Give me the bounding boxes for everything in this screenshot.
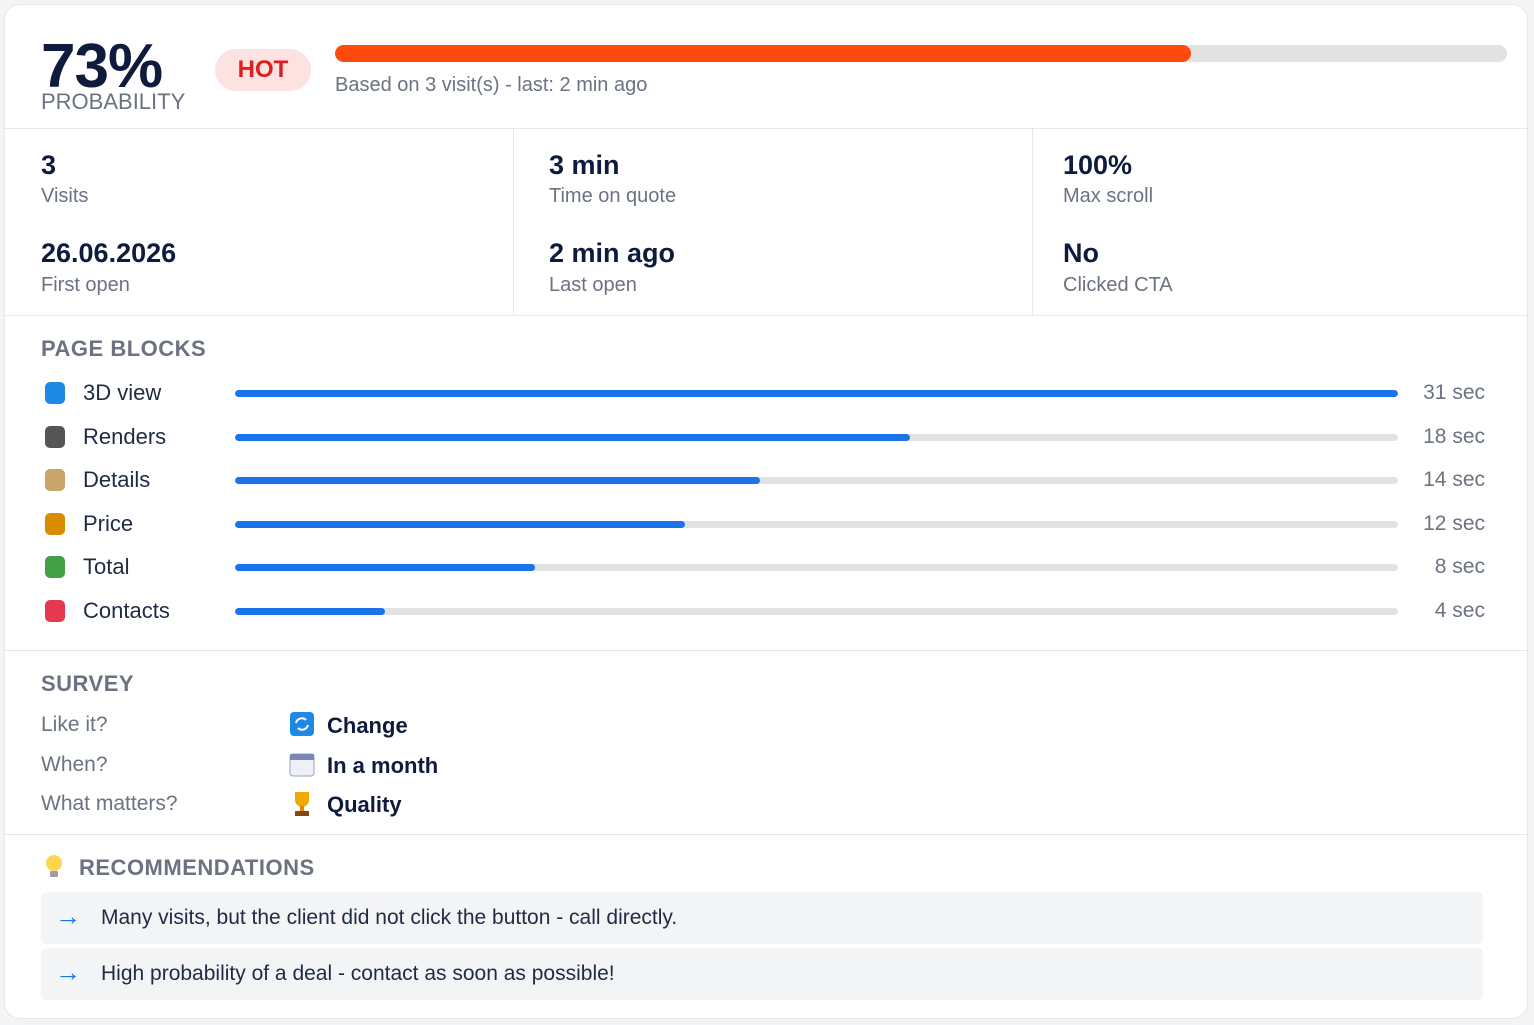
block-time: 4 sec <box>1434 599 1485 622</box>
block-time: 18 sec <box>1423 424 1485 448</box>
block-track <box>235 564 1398 572</box>
block-time: 14 sec <box>1423 468 1485 492</box>
icon <box>289 753 315 777</box>
divider <box>513 129 514 315</box>
block-name: Renders <box>83 423 167 449</box>
arrow: → <box>55 957 81 987</box>
block-name: Total <box>83 554 130 580</box>
stat-label: Time on quote <box>549 185 677 207</box>
block-icon <box>45 600 65 622</box>
stat-value: 2 min ago <box>549 238 676 268</box>
block-time: 8 sec <box>1434 555 1485 579</box>
block-bar <box>235 564 536 572</box>
block-track <box>235 390 1398 397</box>
section-title: SURVEY <box>41 671 135 696</box>
survey-question: When? <box>41 753 108 776</box>
block-icon <box>45 469 65 492</box>
survey-answer: In a month <box>327 753 439 778</box>
recommendation-text: High probability of a deal - contact as … <box>101 962 615 985</box>
stat-label: Last open <box>549 274 637 296</box>
block-icon <box>45 382 65 404</box>
block-bar <box>235 433 911 441</box>
block-bar <box>235 390 1398 397</box>
stat-value: 26.06.2026 <box>41 238 177 268</box>
block-name: Contacts <box>83 598 170 623</box>
stat-value: No <box>1063 238 1099 268</box>
block-track <box>235 608 1398 615</box>
divider <box>5 834 1527 835</box>
block-bar <box>235 608 386 615</box>
block-track <box>235 433 1398 441</box>
lead-card: 73% PROBABILITY HOT Based on 3 visit(s) … <box>4 4 1528 1019</box>
probability-value: 73% <box>41 32 163 101</box>
status-badge: HOT <box>215 49 311 91</box>
icon <box>290 712 314 736</box>
recommendation: → Many visits, but the client did not cli… <box>41 892 1483 944</box>
recommendation-text: Many visits, but the client did not clic… <box>101 906 678 929</box>
block-track <box>235 520 1398 528</box>
block-time: 12 sec <box>1423 511 1485 535</box>
section-title: PAGE BLOCKS <box>41 336 207 361</box>
block-bar <box>235 520 686 528</box>
probability-label: PROBABILITY <box>41 89 186 114</box>
stat-value: 3 <box>41 150 57 180</box>
section-title: RECOMMENDATIONS <box>79 855 315 880</box>
stat-label: Visits <box>41 185 89 207</box>
survey-answer: Change <box>327 713 408 738</box>
stat-value: 100% <box>1063 150 1133 180</box>
block-name: Details <box>83 467 151 493</box>
block-bar <box>235 477 761 485</box>
divider <box>5 128 1527 129</box>
divider <box>5 315 1527 316</box>
icon <box>295 792 309 816</box>
recommendation: → High probability of a deal - contact as… <box>41 948 1483 1000</box>
survey-question: Like it? <box>41 713 108 736</box>
survey-question: What matters? <box>41 792 178 815</box>
stat-label: Max scroll <box>1063 185 1154 207</box>
probability-track <box>335 45 1507 62</box>
probability-bar <box>335 45 1191 62</box>
block-time: 31 sec <box>1423 381 1485 404</box>
survey-answer: Quality <box>327 792 402 817</box>
divider <box>1032 129 1033 315</box>
block-track <box>235 477 1398 485</box>
arrow: → <box>55 901 81 931</box>
stat-label: First open <box>41 274 130 296</box>
block-icon <box>45 425 65 448</box>
probability-note: Based on 3 visit(s) - last: 2 min ago <box>335 74 648 96</box>
stat-label: Clicked CTA <box>1063 274 1173 296</box>
block-icon <box>45 556 65 579</box>
divider <box>5 650 1527 651</box>
block-name: 3D view <box>83 380 162 405</box>
block-icon <box>45 512 65 535</box>
stat-value: 3 min <box>549 150 620 180</box>
block-name: Price <box>83 510 134 536</box>
icon <box>46 855 62 877</box>
